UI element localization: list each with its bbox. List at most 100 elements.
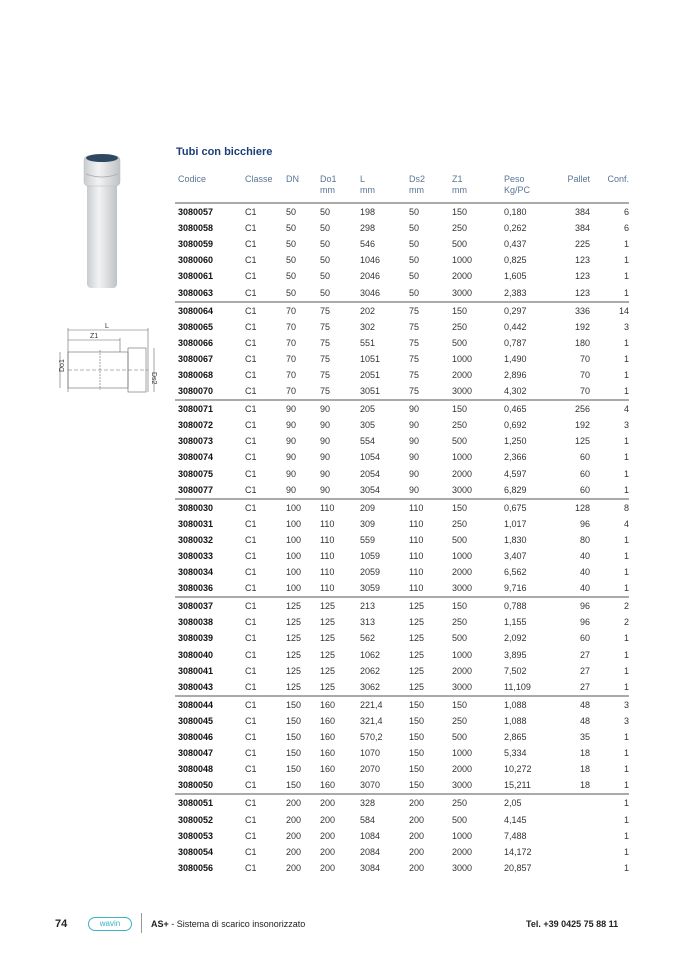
cell-pallet: 40 [579,567,590,578]
cell-z1: 1000 [452,748,473,759]
cell-ds2: 150 [409,694,452,713]
cell-classe: C1 [245,436,257,447]
cell-z1: 3000 [452,484,473,495]
cell-dn: 50 [286,255,297,266]
cell-ds2: 150 [409,732,425,743]
cell-classe: C1 [245,681,257,692]
cell-pallet: 18 [579,780,590,791]
cell-l: 209 [360,497,409,516]
cell-classe: C1 [245,452,257,463]
cell-z1: 250 [452,715,468,726]
cell-pallet [559,828,590,844]
cell-codice: 3080039 [178,633,214,644]
cell-conf: 3 [590,694,629,713]
label-z1: Z1 [90,333,98,340]
cell-do1: 200 [320,846,336,857]
table-row: 3080044 C1 150 160 221,4 150 150 1,088 48 3 [175,694,629,713]
cell-classe: C1 [245,748,257,759]
cell-codice: 3080053 [178,830,214,841]
cell-do1: 125 [320,649,336,660]
col-do1: Do1 mm [320,172,360,204]
col-conf: Conf. [590,172,629,204]
cell-z1: 500 [452,534,468,545]
cell-ds2: 90 [409,399,452,418]
cell-ds2: 50 [409,255,420,266]
cell-pallet: 18 [579,764,590,775]
cell-conf: 1 [623,830,629,841]
label-ds2: Ds2 [150,372,157,385]
cell-codice: 3080063 [178,287,214,298]
cell-dn: 70 [286,337,297,348]
cell-peso: 4,597 [504,468,527,479]
cell-z1: 500 [452,337,468,348]
cell-ds2: 75 [409,386,420,397]
cell-z1: 150 [452,694,504,713]
cell-pallet [559,793,590,812]
cell-z1: 2000 [452,369,473,380]
label-do1: Do1 [59,359,66,372]
cell-z1: 250 [452,518,468,529]
cell-pallet: 70 [579,386,590,397]
cell-dn: 200 [286,846,302,857]
cell-codice: 3080064 [175,300,245,319]
cell-z1: 2000 [452,468,473,479]
cell-ds2: 125 [409,617,425,628]
cell-classe: C1 [245,551,257,562]
table-row: 3080046 C1 150 160 570,2 150 500 2,865 35 1 [175,729,629,745]
table-row: 3080077 C1 90 90 3054 90 3000 6,829 60 1 [175,482,629,499]
cell-do1: 50 [320,271,331,282]
cell-l: 198 [360,207,376,218]
cell-l: 3070 [360,780,381,791]
wavin-logo: wavin [88,917,132,931]
cell-do1: 125 [320,617,336,628]
cell-pallet: 60 [579,484,590,495]
cell-l: 562 [360,633,376,644]
cell-do1: 160 [320,780,336,791]
cell-ds2: 150 [409,780,425,791]
cell-classe: C1 [245,287,257,298]
cell-peso: 0,297 [504,300,559,319]
table-row: 3080033 C1 100 110 1059 110 1000 3,407 40 1 [175,548,629,564]
cell-l: 546 [360,239,376,250]
cell-conf: 2 [623,617,629,628]
table-row: 3080059 C1 50 50 546 50 500 0,437 225 1 [175,236,629,252]
cell-conf: 1 [623,436,629,447]
cell-classe: C1 [245,369,257,380]
cell-dn: 100 [286,497,320,516]
cell-ds2: 110 [409,583,424,594]
cell-l: 328 [360,793,409,812]
cell-conf: 6 [623,223,629,234]
cell-z1: 500 [452,436,468,447]
cell-do1: 110 [320,567,335,578]
cell-classe: C1 [245,633,257,644]
cell-conf: 1 [623,534,629,545]
cell-peso: 2,896 [504,369,527,380]
cell-codice: 3080048 [178,764,214,775]
cell-codice: 3080037 [175,596,245,615]
col-z1: Z1 mm [452,172,504,204]
cell-do1: 75 [320,386,331,397]
table-row: 3080047 C1 150 160 1070 150 1000 5,334 18 1 [175,745,629,761]
cell-pallet: 80 [579,534,590,545]
cell-conf: 1 [623,386,629,397]
cell-codice: 3080060 [178,255,214,266]
cell-ds2: 90 [409,420,420,431]
cell-classe: C1 [245,583,257,594]
cell-peso: 0,675 [504,497,559,516]
cell-l: 1062 [360,649,381,660]
cell-conf: 8 [590,497,629,516]
col-dn: DN [286,172,320,204]
product-name: AS+ [151,919,169,929]
cell-dn: 100 [286,518,302,529]
cell-classe: C1 [245,764,257,775]
cell-conf: 1 [623,583,629,594]
cell-do1: 90 [320,399,360,418]
cell-do1: 160 [320,715,336,726]
phone-number: Tel. +39 0425 75 88 11 [526,919,619,929]
cell-classe: C1 [245,223,257,234]
cell-dn: 50 [286,223,297,234]
cell-ds2: 90 [409,436,420,447]
table-row: 3080075 C1 90 90 2054 90 2000 4,597 60 1 [175,466,629,482]
cell-pallet: 256 [559,399,590,418]
cell-pallet: 123 [574,255,590,266]
